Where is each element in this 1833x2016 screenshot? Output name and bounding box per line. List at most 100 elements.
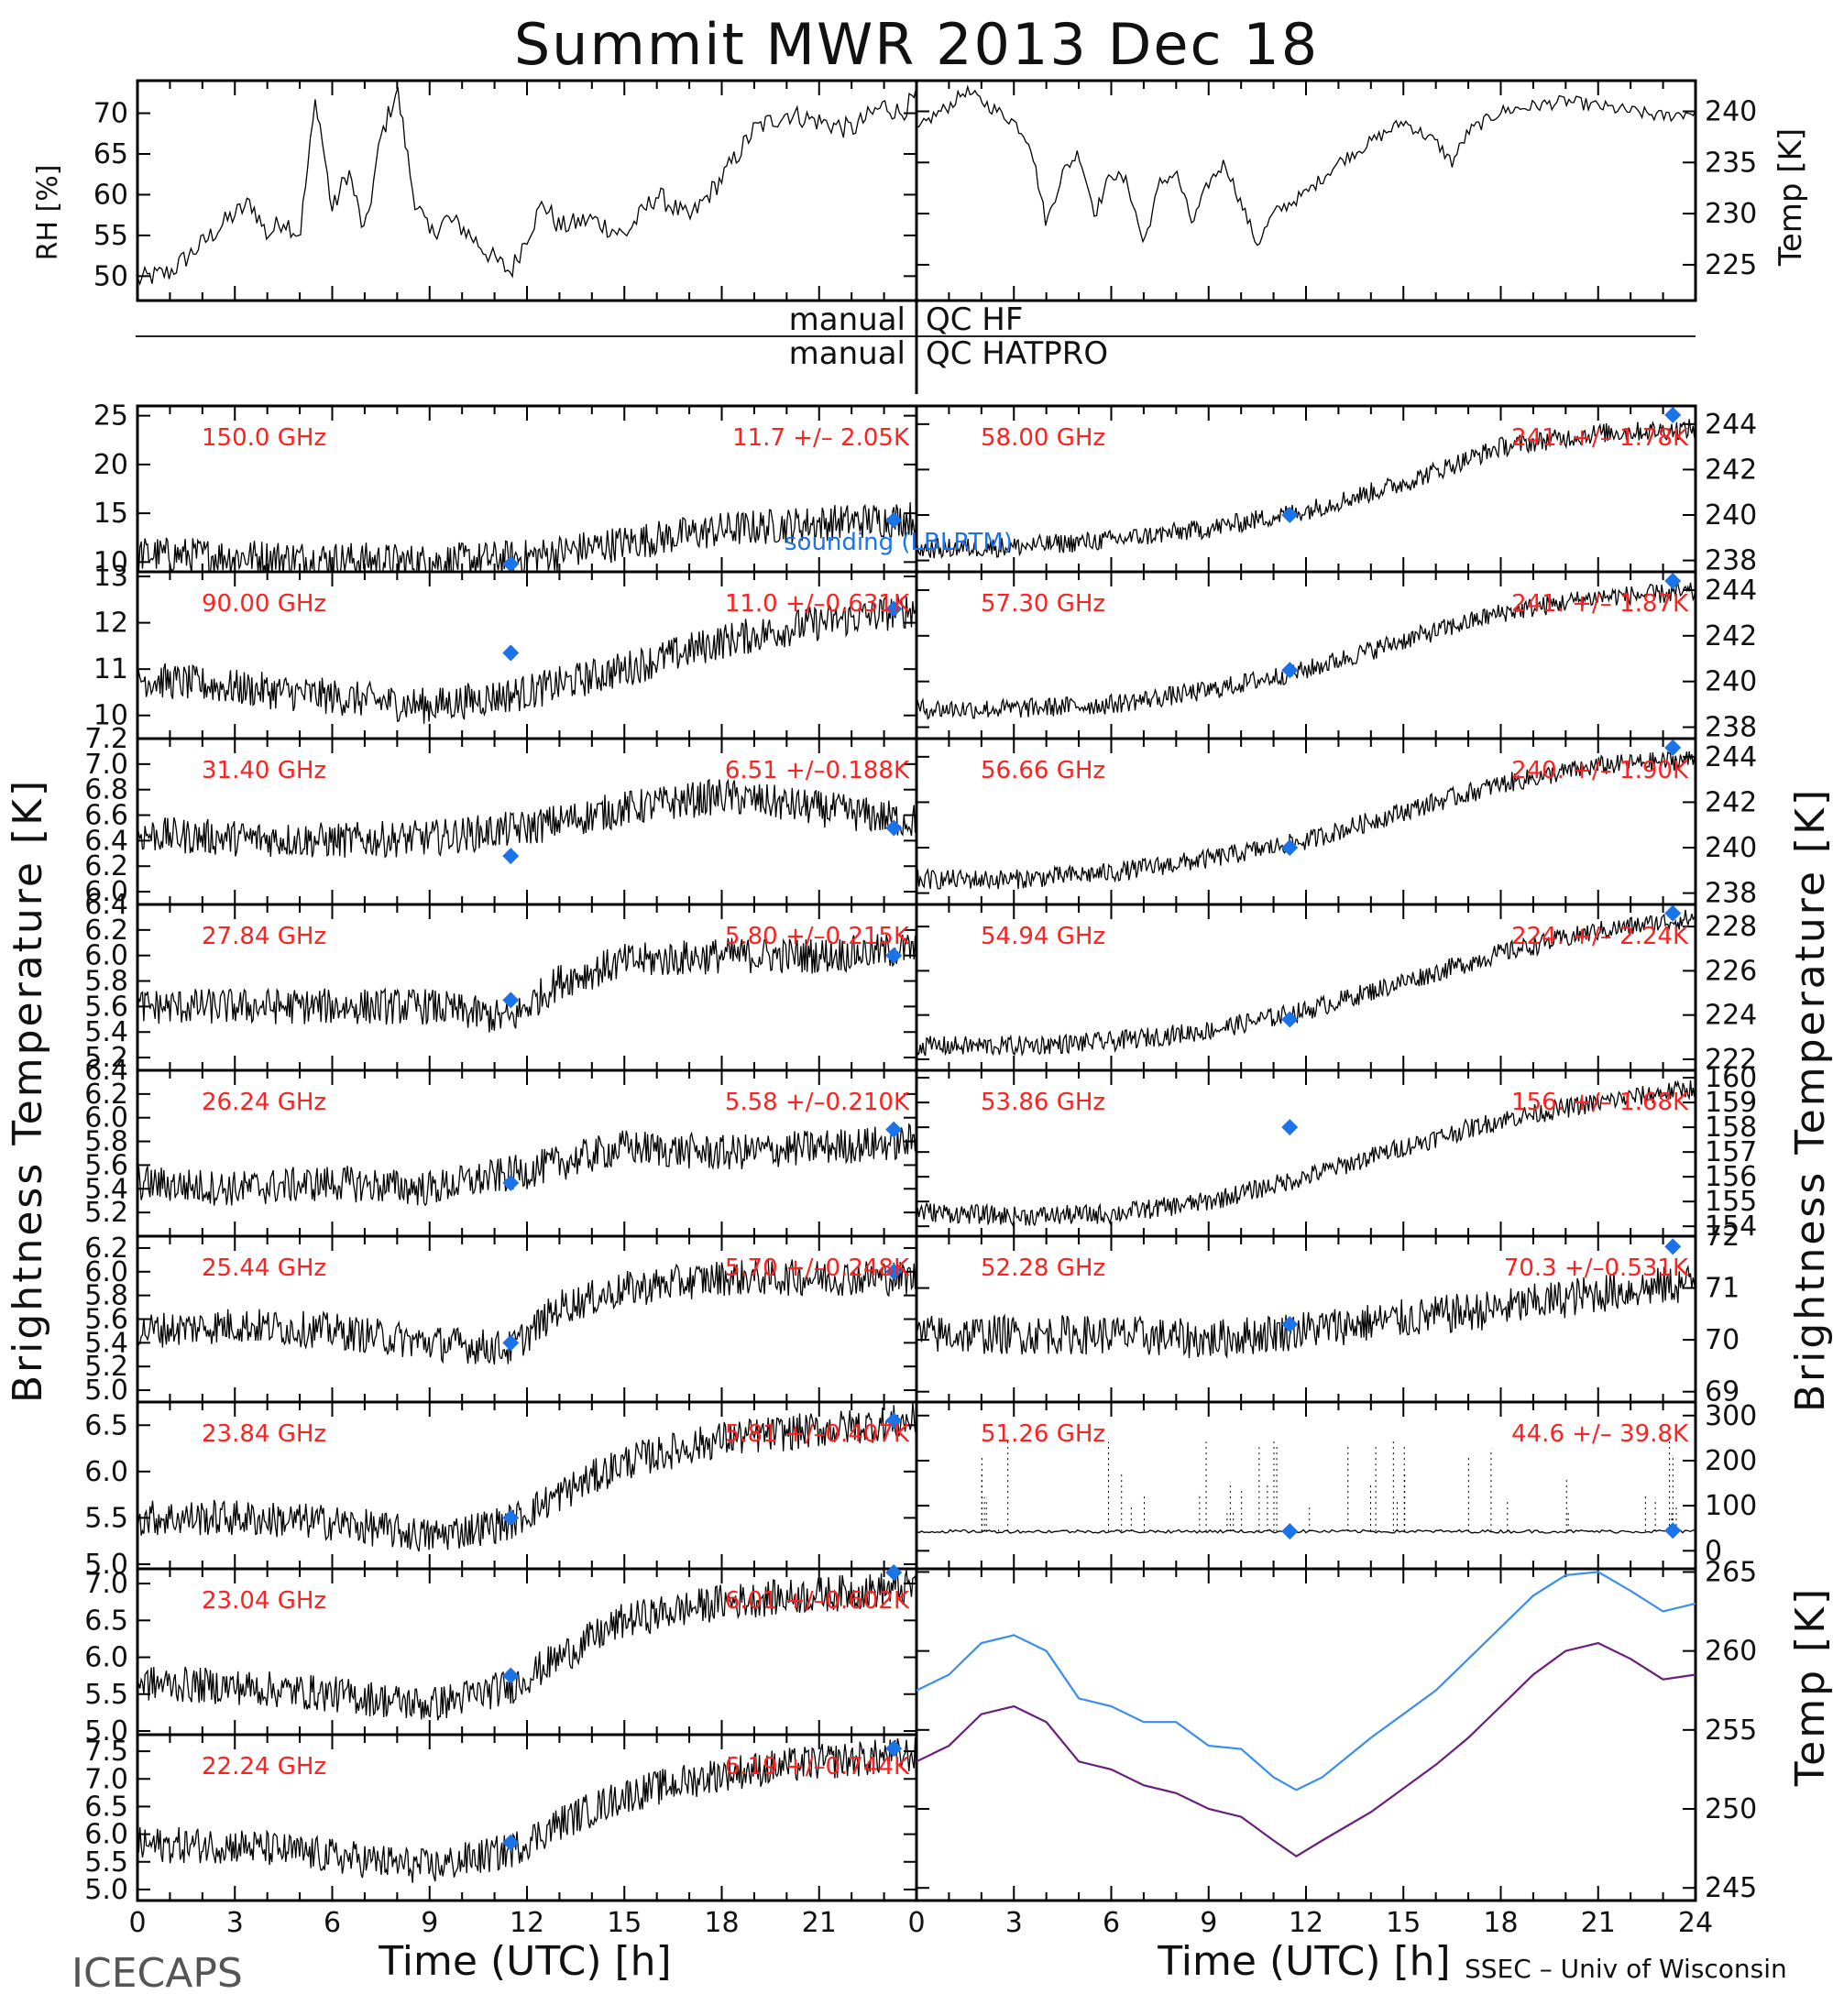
data-trace [137, 1123, 916, 1207]
panel-blackbody: 245 250 255 260 265 [915, 1556, 1757, 1904]
plot-area [916, 1079, 1696, 1229]
channel-label: 31.40 GHz [202, 757, 326, 784]
sounding-marker [502, 1174, 520, 1191]
y-tick-label: 5.0 [84, 1549, 128, 1581]
stats-label: 11.7 +/– 2.05K [732, 424, 910, 452]
panel-hf_23_04: 5.0 5.5 6.0 6.5 7.0 23.04 GHz 6.01 +/–0.602K [84, 1564, 918, 1748]
plot-area [916, 909, 1696, 1057]
y-tick-label: 0 [1705, 1535, 1722, 1567]
y-tick-label: 250 [1705, 1793, 1757, 1825]
panel-frame [915, 79, 1697, 302]
y-tick-label: 7.0 [84, 1568, 128, 1600]
y-tick-label: 255 [1705, 1715, 1757, 1747]
x-axis-label-left: Time (UTC) [h] [378, 1938, 671, 1985]
sounding-marker [1281, 839, 1299, 857]
y-tick-label: 5.0 [84, 1375, 128, 1407]
channel-label: 25.44 GHz [202, 1255, 326, 1282]
plot-area [137, 1402, 916, 1552]
sounding-marker [502, 1334, 520, 1352]
plot-area [137, 1737, 916, 1883]
sounding-marker [885, 819, 903, 837]
stats-label: 6.51 +/–0.188K [725, 757, 910, 784]
y-tick-label: 158 [1705, 1112, 1757, 1144]
sounding-marker [1281, 507, 1299, 524]
y-tick-label: 6.0 [84, 940, 128, 972]
stats-label: 6.19 +/–0.744K [725, 1753, 910, 1780]
y-tick-label: 5.0 [84, 1715, 128, 1748]
temp-top-axis-label: Temp [K] [1773, 128, 1809, 267]
plot-area [137, 1258, 916, 1365]
sounding-marker [502, 1834, 520, 1851]
y-tick-label: 71 [1705, 1273, 1740, 1305]
stats-label: 44.6 +/– 39.8K [1511, 1420, 1689, 1448]
data-trace [916, 1528, 1696, 1534]
sounding-marker [885, 947, 903, 964]
y-tick-label: 5.4 [84, 1016, 128, 1048]
plot-area [916, 1437, 1696, 1534]
data-trace [916, 1265, 1696, 1360]
stats-label: 11.0 +/–0.631K [725, 590, 910, 618]
y-tick-label: 242 [1705, 786, 1757, 818]
y-tick-label: 156 [1705, 1161, 1757, 1193]
plot-area [916, 1265, 1696, 1360]
panel-hat_58: 238 240 242 244 58.00 GHz 241. +/– 1.78K [915, 404, 1757, 577]
y-tick-label: 70 [93, 98, 128, 130]
y-tick-label: 200 [1705, 1445, 1757, 1477]
panel-temp_top: 225 230 235 240 [915, 79, 1757, 302]
y-tick-label: 240 [1705, 832, 1757, 864]
panel-hat_56_66: 238 240 242 244 56.66 GHz 240. +/– 1.90K [915, 737, 1757, 910]
data-trace [916, 909, 1696, 1057]
sounding-marker [502, 1509, 520, 1527]
y-tick-label: 228 [1705, 911, 1757, 943]
y-tick-label: 5.4 [84, 1327, 128, 1359]
temp-bb-axis-label: Temp [K] [1787, 1586, 1833, 1787]
stats-label: 240. +/– 1.90K [1511, 757, 1689, 784]
data-trace [916, 419, 1696, 559]
y-tick-label: 11 [93, 653, 128, 685]
y-tick-label: 265 [1705, 1556, 1757, 1588]
y-tick-label: 5.0 [84, 1874, 128, 1906]
x-tick-label: 21 [1581, 1907, 1616, 1939]
y-tick-label: 5.2 [84, 1042, 128, 1074]
sounding-marker [1664, 572, 1682, 589]
y-tick-label: 55 [93, 220, 128, 252]
panel-hf_26_24: 5.25.45.65.86.06.26.4 26.24 GHz 5.58 +/–0.… [84, 1055, 918, 1238]
series-line-0 [916, 1571, 1696, 1791]
channel-label: 57.30 GHz [981, 590, 1105, 618]
y-tick-label: 6.4 [84, 1055, 128, 1087]
footer-ssec: SSEC – Univ of Wisconsin [1465, 1954, 1787, 1984]
y-tick-label: 5.6 [84, 1304, 128, 1336]
x-tick-label: 15 [1386, 1907, 1421, 1939]
data-trace [916, 751, 1696, 890]
sounding-marker [1664, 904, 1682, 922]
y-tick-label: 10 [93, 546, 128, 578]
data-trace [137, 778, 916, 859]
y-tick-label: 5.6 [84, 991, 128, 1023]
y-tick-label: 25 [93, 400, 128, 433]
y-tick-label: 6.2 [84, 915, 128, 947]
sounding-marker [885, 600, 903, 618]
sounding-marker [1664, 739, 1682, 756]
y-tick-label: 50 [93, 260, 128, 292]
stats-label: 224. +/– 2.24K [1511, 923, 1689, 950]
plot-area [137, 86, 916, 286]
stats-label: 5.58 +/–0.210K [725, 1089, 910, 1116]
plot-area [916, 582, 1696, 720]
data-trace [137, 1570, 916, 1721]
y-tick-label: 7.5 [84, 1736, 128, 1768]
plot-area [916, 1571, 1696, 1858]
y-tick-label: 244 [1705, 409, 1757, 441]
x-tick-label: 24 [1678, 1907, 1713, 1939]
plot-area [916, 84, 1696, 247]
x-tick-label: 21 [802, 1907, 837, 1939]
y-tick-label: 20 [93, 449, 128, 481]
sounding-marker [885, 1263, 903, 1280]
right-tb-axis-label: Brightness Temperature [K] [1787, 787, 1833, 1412]
sounding-marker [1281, 1119, 1299, 1136]
y-tick-label: 10 [93, 700, 128, 732]
y-tick-label: 6.0 [84, 1456, 128, 1488]
y-tick-label: 235 [1705, 147, 1757, 179]
sounding-marker [1664, 1522, 1682, 1539]
y-tick-label: 226 [1705, 955, 1757, 987]
x-axis-label-right: Time (UTC) [h] [1157, 1938, 1450, 1985]
